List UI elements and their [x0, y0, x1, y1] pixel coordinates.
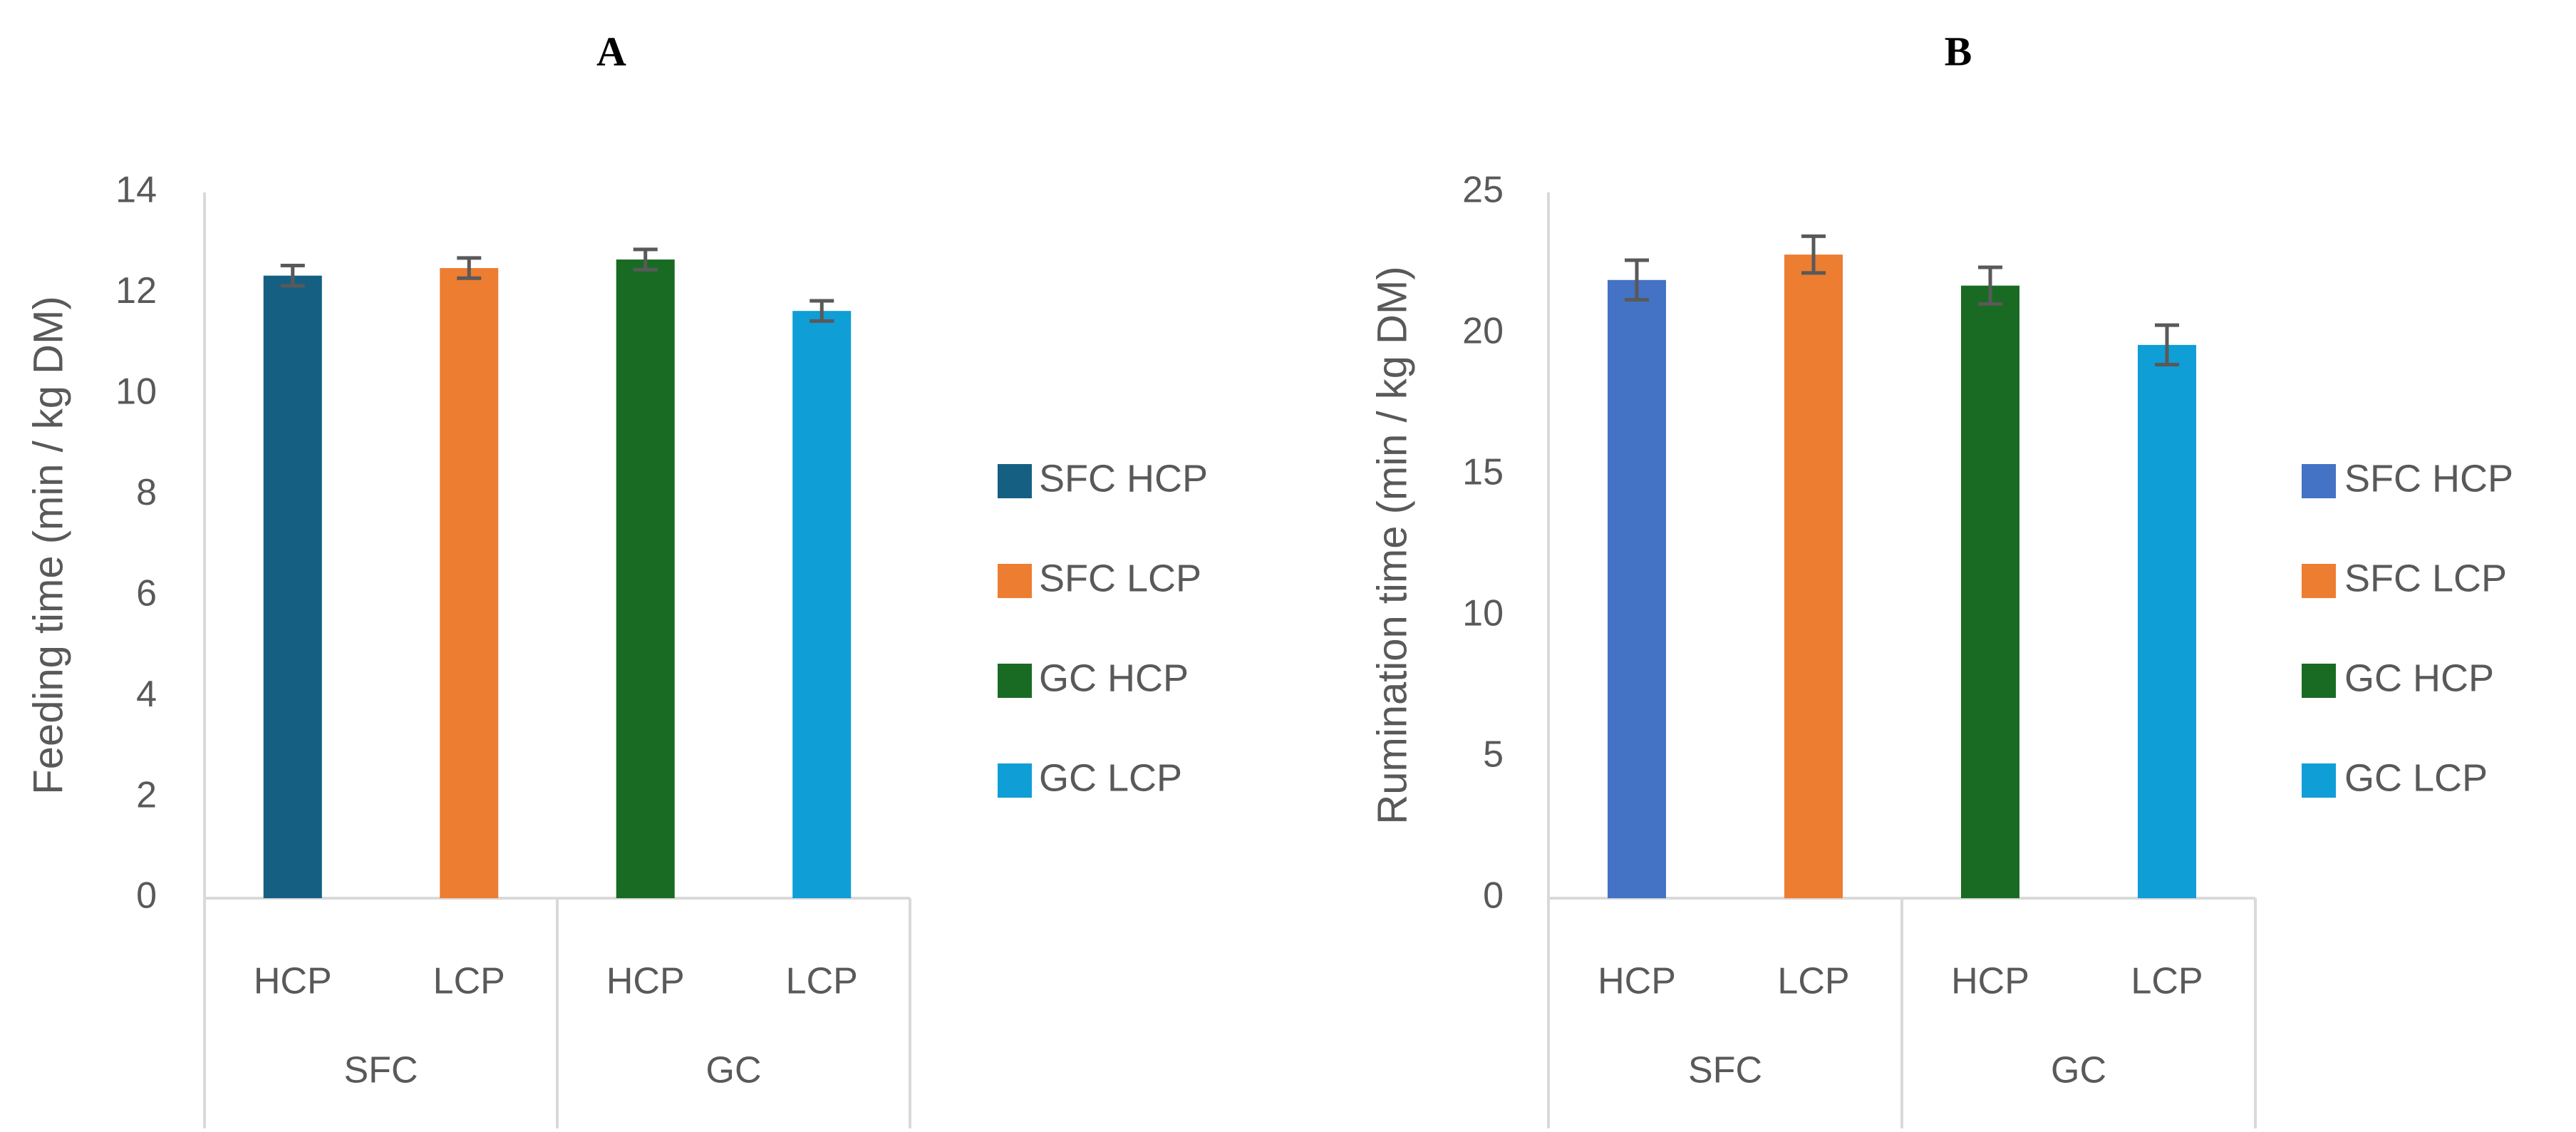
x-group-label: SFC — [1688, 1050, 1762, 1091]
x-group-label: GC — [2051, 1050, 2106, 1091]
x-category-label: HCP — [606, 961, 685, 1002]
legend-swatch — [998, 564, 1032, 598]
legend-entry: GC HCP — [2344, 657, 2494, 699]
x-category-label: HCP — [254, 961, 332, 1002]
y-tick-label: 0 — [1483, 875, 1504, 917]
bar-gc-hcp — [1961, 285, 2019, 898]
y-tick-label: 25 — [1462, 170, 1504, 211]
x-group-label: GC — [706, 1050, 762, 1091]
legend-entry: SFC HCP — [1039, 457, 1208, 500]
bar-gc-lcp — [2138, 344, 2196, 899]
y-tick-label: 8 — [136, 472, 157, 513]
y-tick-label: 12 — [115, 270, 157, 312]
bar-gc-hcp — [616, 259, 675, 898]
x-category-label: LCP — [1777, 961, 1849, 1002]
y-tick-label: 15 — [1462, 452, 1504, 493]
legend-swatch — [998, 763, 1032, 798]
y-tick-label: 4 — [136, 674, 157, 715]
bar-sfc-lcp — [1784, 254, 1843, 898]
x-category-label: HCP — [1951, 961, 2029, 1002]
panel-label: A — [596, 28, 626, 74]
legend-entry: SFC LCP — [2344, 557, 2507, 600]
legend-swatch — [998, 464, 1032, 498]
x-category-label: LCP — [2131, 961, 2203, 1002]
x-category-label: LCP — [786, 961, 858, 1002]
legend-entry: SFC HCP — [2344, 457, 2513, 500]
legend-swatch — [2302, 664, 2336, 698]
x-category-label: LCP — [433, 961, 505, 1002]
panel-label: B — [1945, 28, 1972, 74]
legend-entry: GC LCP — [1039, 756, 1182, 799]
legend-swatch — [2302, 763, 2336, 798]
legend-swatch — [2302, 564, 2336, 598]
bar-gc-lcp — [792, 311, 852, 898]
x-category-label: HCP — [1598, 961, 1676, 1002]
x-group-label: SFC — [344, 1050, 418, 1091]
legend-entry: GC LCP — [2344, 756, 2488, 799]
y-tick-label: 6 — [136, 572, 157, 614]
bar-sfc-hcp — [263, 275, 322, 898]
y-tick-label: 14 — [115, 170, 157, 211]
bar-sfc-lcp — [440, 268, 499, 899]
legend-entry: SFC LCP — [1039, 557, 1201, 600]
y-tick-label: 0 — [136, 875, 157, 917]
y-tick-label: 10 — [1462, 593, 1504, 634]
y-tick-label: 5 — [1483, 734, 1504, 776]
legend-swatch — [998, 664, 1032, 698]
y-tick-label: 10 — [115, 371, 157, 413]
y-axis-title: Rumination time (min / kg DM) — [1369, 266, 1415, 824]
y-axis-title: Feeding time (min / kg DM) — [25, 296, 71, 794]
y-tick-label: 2 — [136, 774, 157, 815]
legend-swatch — [2302, 464, 2336, 498]
bar-sfc-hcp — [1608, 279, 1666, 898]
y-tick-label: 20 — [1462, 311, 1504, 352]
legend-entry: GC HCP — [1039, 657, 1189, 699]
